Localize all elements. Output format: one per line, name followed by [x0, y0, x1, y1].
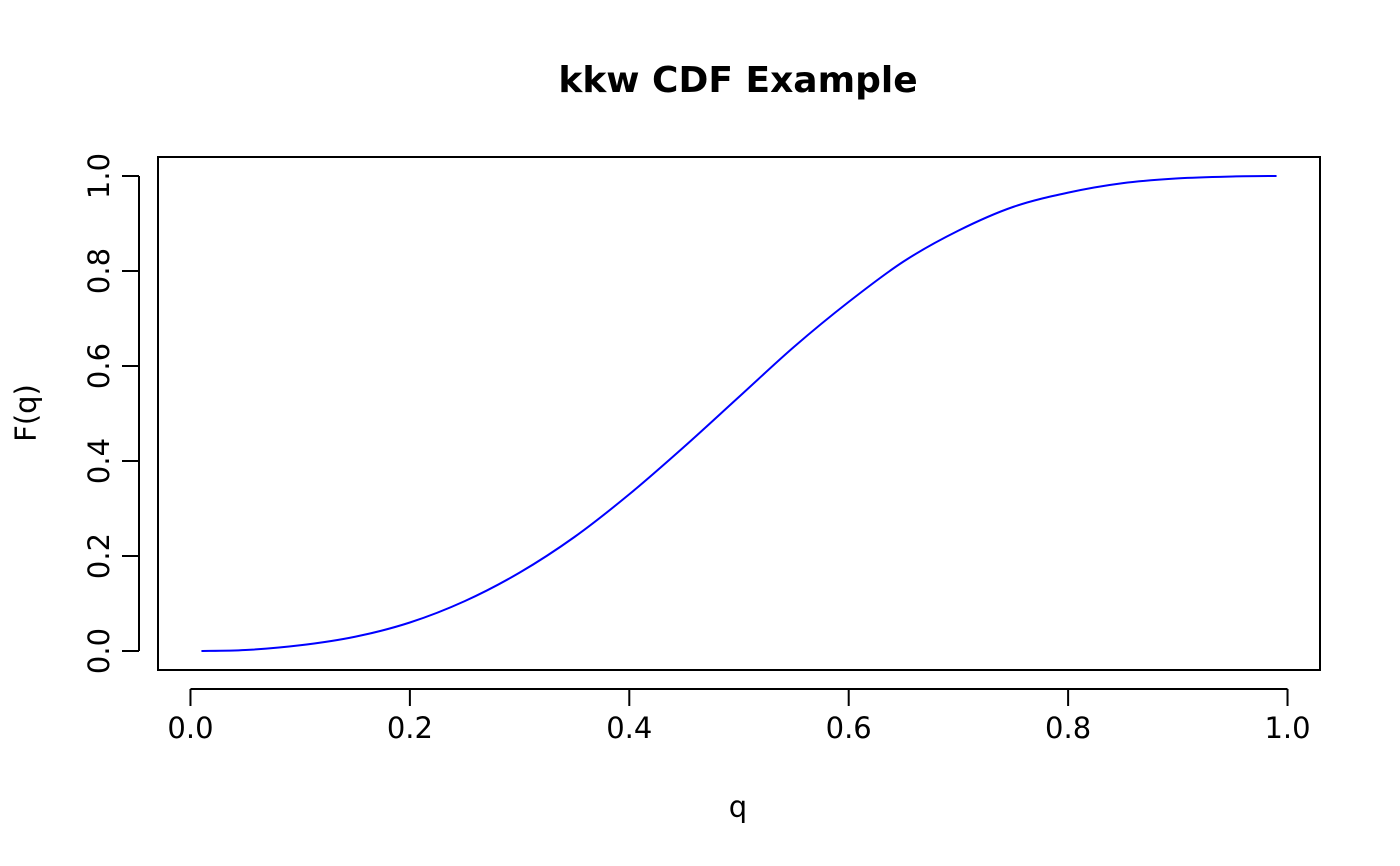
y-tick-label: 0.6: [82, 343, 116, 389]
x-tick-label: 0.6: [826, 711, 872, 745]
x-tick-label: 1.0: [1264, 711, 1310, 745]
series-layer: [201, 175, 1277, 652]
chart-title: kkw CDF Example: [558, 60, 917, 101]
y-tick-label: 1.0: [82, 153, 116, 199]
x-axis-label: q: [729, 790, 747, 824]
y-axis: 0.0 0.2 0.4 0.6 0.8 1.0: [82, 153, 140, 674]
x-tick-label: 0.0: [167, 711, 213, 745]
x-tick-label: 0.4: [606, 711, 652, 745]
y-axis-label: F(q): [9, 384, 43, 442]
x-tick-label: 0.8: [1045, 711, 1091, 745]
y-tick-label: 0.0: [82, 628, 116, 674]
y-tick-label: 0.4: [82, 438, 116, 484]
x-tick-label: 0.2: [387, 711, 433, 745]
plot-frame: [157, 156, 1321, 671]
cdf-line-series: [201, 175, 1277, 652]
y-tick-label: 0.8: [82, 248, 116, 294]
x-axis: 0.0 0.2 0.4 0.6 0.8 1.0: [167, 688, 1311, 745]
y-tick-label: 0.2: [82, 533, 116, 579]
